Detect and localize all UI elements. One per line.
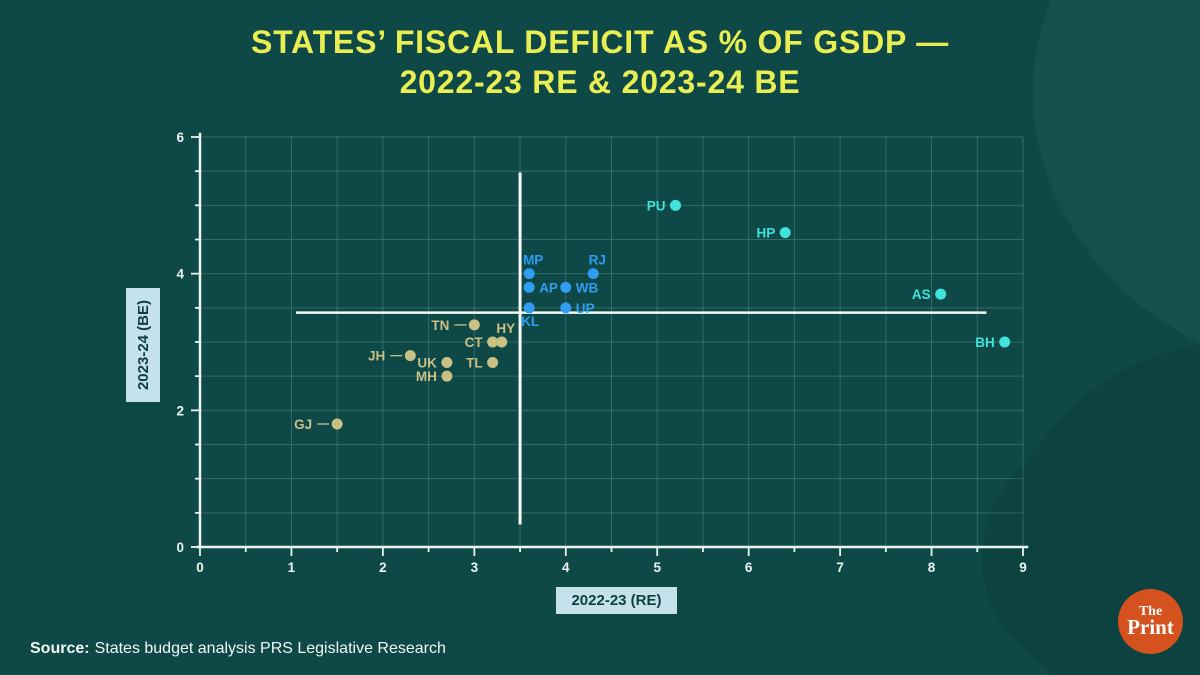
data-point-PU [670, 199, 682, 211]
chart-title-line1: STATES’ FISCAL DEFICIT AS % OF GSDP — [250, 24, 950, 60]
data-point-MH [441, 370, 453, 382]
data-point-GJ [331, 418, 343, 430]
data-point-label-CT: CT [465, 335, 484, 350]
data-point-BH [999, 336, 1011, 348]
data-point-CT [487, 336, 499, 348]
data-point-label-HP: HP [756, 226, 775, 241]
data-point-label-TN: TN [431, 318, 449, 333]
data-point-label-HY: HY [496, 321, 515, 336]
y-tick-label-0: 0 [176, 540, 184, 555]
x-tick-label-0: 0 [196, 560, 204, 575]
data-point-HY [496, 336, 508, 348]
y-tick-label-2: 2 [176, 403, 184, 418]
x-tick-label-2: 2 [379, 560, 387, 575]
data-point-label-UP: UP [576, 301, 595, 316]
data-point-label-JH: JH [368, 349, 385, 364]
data-point-label-AS: AS [912, 287, 931, 302]
chart-title-line2: 2022-23 RE & 2023-24 BE [399, 64, 801, 100]
y-tick-label-4: 4 [176, 267, 184, 282]
gridlines [200, 136, 1024, 547]
x-tick-label-7: 7 [836, 560, 844, 575]
data-point-label-UK: UK [417, 356, 437, 371]
theprint-logo: The Print [1118, 589, 1183, 654]
axis-ticks [191, 136, 1024, 556]
chart-title: STATES’ FISCAL DEFICIT AS % OF GSDP — 20… [0, 22, 1200, 102]
data-point-JH [404, 350, 416, 362]
x-tick-label-1: 1 [288, 560, 296, 575]
data-point-AS [935, 288, 947, 300]
data-point-HP [779, 227, 791, 239]
data-point-UP [560, 302, 572, 314]
data-point-label-PU: PU [647, 198, 666, 213]
data-point-label-AP: AP [539, 280, 558, 295]
data-point-label-MP: MP [523, 253, 543, 268]
axes [196, 132, 1029, 549]
data-point-TL [487, 357, 499, 368]
series-blue-cluster: MP RJ AP WB KL UP [521, 253, 606, 329]
data-point-TN [468, 319, 480, 331]
theprint-logo-line2: Print [1127, 615, 1174, 640]
x-tick-label-3: 3 [471, 560, 479, 575]
data-point-AP [523, 281, 535, 293]
data-point-label-RJ: RJ [589, 253, 606, 268]
data-point-label-TL: TL [466, 356, 483, 371]
data-point-label-KL: KL [521, 314, 539, 329]
data-point-KL [523, 302, 535, 314]
x-axis-label: 2022-23 (RE) [556, 587, 677, 614]
data-point-MP [523, 268, 535, 280]
source-text: States budget analysis PRS Legislative R… [94, 640, 446, 657]
y-tick-label-6: 6 [176, 130, 184, 145]
data-point-label-BH: BH [975, 335, 995, 350]
x-tick-label-6: 6 [745, 560, 753, 575]
theprint-logo-line1: The [1138, 603, 1163, 619]
data-point-label-GJ: GJ [294, 417, 312, 432]
source-note: Source: States budget analysis PRS Legisl… [30, 640, 446, 658]
series-cyan-outliers: PU HP AS BH [647, 198, 1011, 350]
data-point-WB [560, 281, 572, 293]
x-tick-label-9: 9 [1019, 560, 1027, 575]
data-point-UK [441, 357, 453, 368]
source-label: Source: [30, 640, 90, 657]
data-point-label-MH: MH [416, 369, 437, 384]
data-point-label-WB: WB [576, 280, 599, 295]
y-axis-label: 2023-24 (BE) [126, 288, 160, 402]
x-tick-label-5: 5 [653, 560, 661, 575]
data-point-RJ [587, 268, 599, 280]
x-tick-label-8: 8 [928, 560, 936, 575]
tick-labels: 0 1 2 3 4 5 6 7 8 9 0 2 4 6 [176, 130, 1026, 575]
x-tick-label-4: 4 [562, 560, 570, 575]
